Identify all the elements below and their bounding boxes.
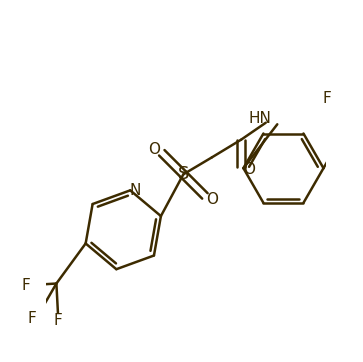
Text: F: F [21, 278, 30, 292]
Text: F: F [27, 311, 36, 327]
Text: F: F [322, 91, 331, 106]
Text: O: O [148, 142, 160, 157]
Text: O: O [243, 162, 255, 177]
Text: HN: HN [248, 111, 271, 126]
Text: F: F [54, 313, 62, 328]
Text: O: O [207, 192, 219, 207]
Text: N: N [129, 183, 140, 198]
Text: F: F [362, 91, 363, 106]
Text: S: S [178, 165, 189, 183]
